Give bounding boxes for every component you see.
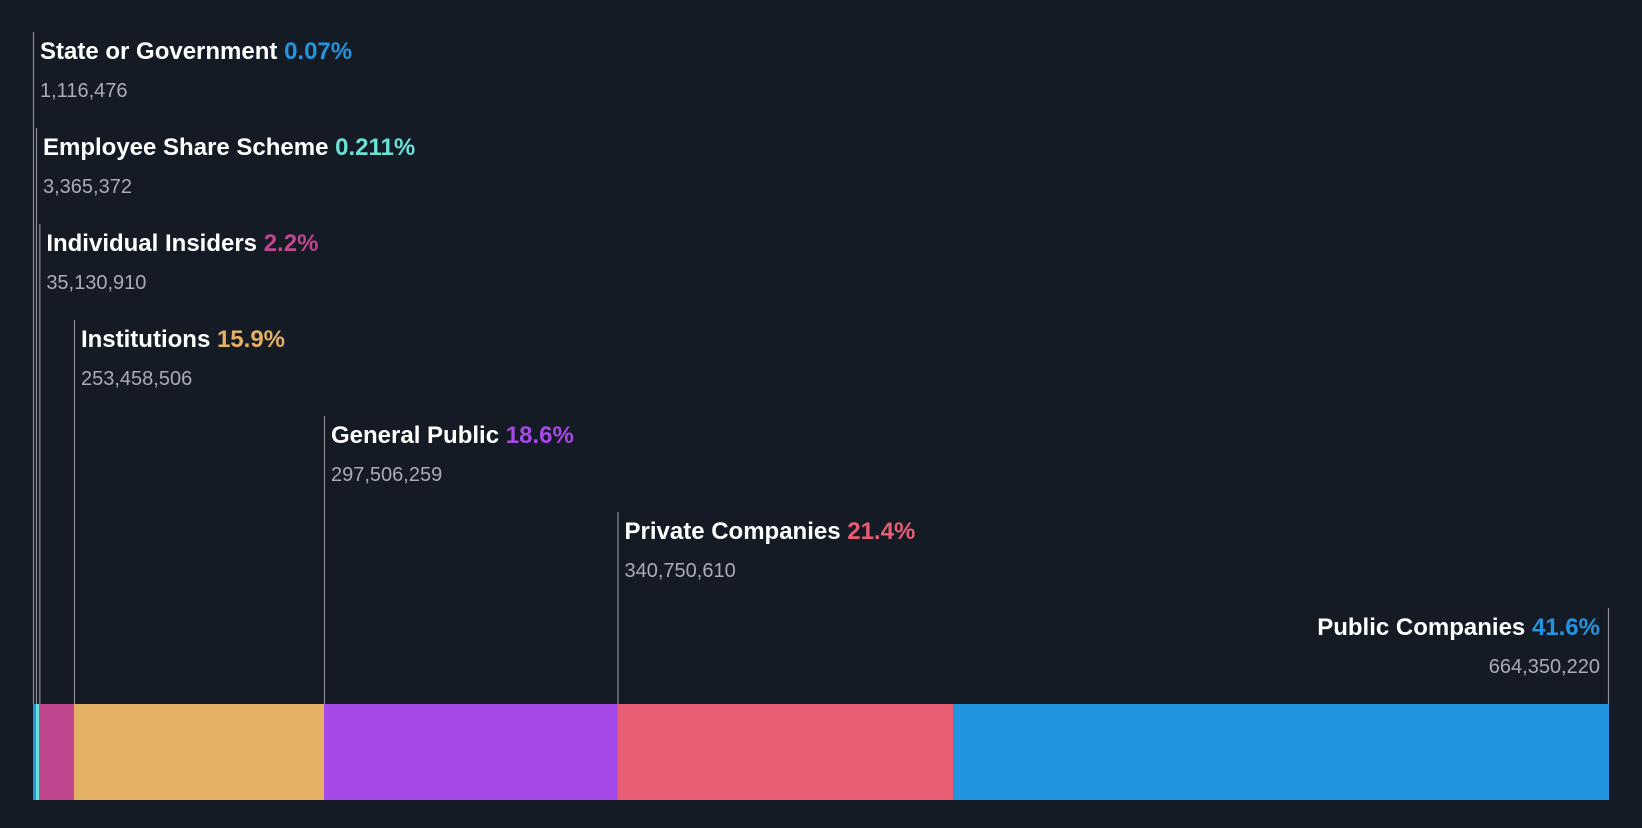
segment-title-state-or-government: State or Government 0.07% (40, 38, 352, 65)
segment-shares-state-or-government: 1,116,476 (40, 80, 128, 102)
segment-shares-public-companies: 664,350,220 (1489, 656, 1600, 678)
segment-name-individual-insiders: Individual Insiders (46, 230, 263, 257)
segment-shares-employee-share-scheme: 3,365,372 (43, 176, 132, 198)
segment-name-general-public: General Public (331, 422, 506, 449)
bar-segment-institutions (73, 704, 324, 800)
segment-percent-public-companies: 41.6% (1532, 614, 1600, 641)
segment-title-general-public: General Public 18.6% (331, 422, 574, 449)
segment-percent-private-companies: 21.4% (847, 518, 915, 545)
segment-title-individual-insiders: Individual Insiders 2.2% (46, 230, 318, 257)
segment-percent-institutions: 15.9% (217, 326, 285, 353)
leader-lines (32, 32, 1610, 704)
segment-percent-state-or-government: 0.07% (284, 38, 352, 65)
bar-segment-individual-insiders (39, 704, 74, 800)
segment-name-employee-share-scheme: Employee Share Scheme (43, 134, 335, 161)
segment-title-institutions: Institutions 15.9% (81, 326, 285, 353)
segment-percent-individual-insiders: 2.2% (264, 230, 319, 257)
bar-segment-public-companies (953, 704, 1609, 800)
segment-percent-employee-share-scheme: 0.211% (335, 134, 415, 161)
segment-labels: State or Government 0.07% 1,116,476 Employ… (40, 38, 1600, 678)
segment-percent-general-public: 18.6% (506, 422, 574, 449)
segment-title-employee-share-scheme: Employee Share Scheme 0.211% (43, 134, 415, 161)
segment-shares-private-companies: 340,750,610 (624, 560, 735, 582)
segment-shares-general-public: 297,506,259 (331, 464, 442, 486)
segment-name-public-companies: Public Companies (1317, 614, 1532, 641)
stacked-bar (33, 704, 1609, 800)
segment-name-institutions: Institutions (81, 326, 217, 353)
segment-name-private-companies: Private Companies (624, 518, 847, 545)
segment-name-state-or-government: State or Government (40, 38, 284, 65)
bar-segment-state-or-government (33, 704, 36, 800)
bar-segment-private-companies (617, 704, 954, 800)
segment-title-public-companies: Public Companies 41.6% (1317, 614, 1600, 641)
segment-title-private-companies: Private Companies 21.4% (624, 518, 915, 545)
bar-segment-general-public (324, 704, 618, 800)
segment-shares-individual-insiders: 35,130,910 (46, 272, 146, 294)
bar-segment-employee-share-scheme (36, 704, 40, 800)
segment-shares-institutions: 253,458,506 (81, 368, 192, 390)
